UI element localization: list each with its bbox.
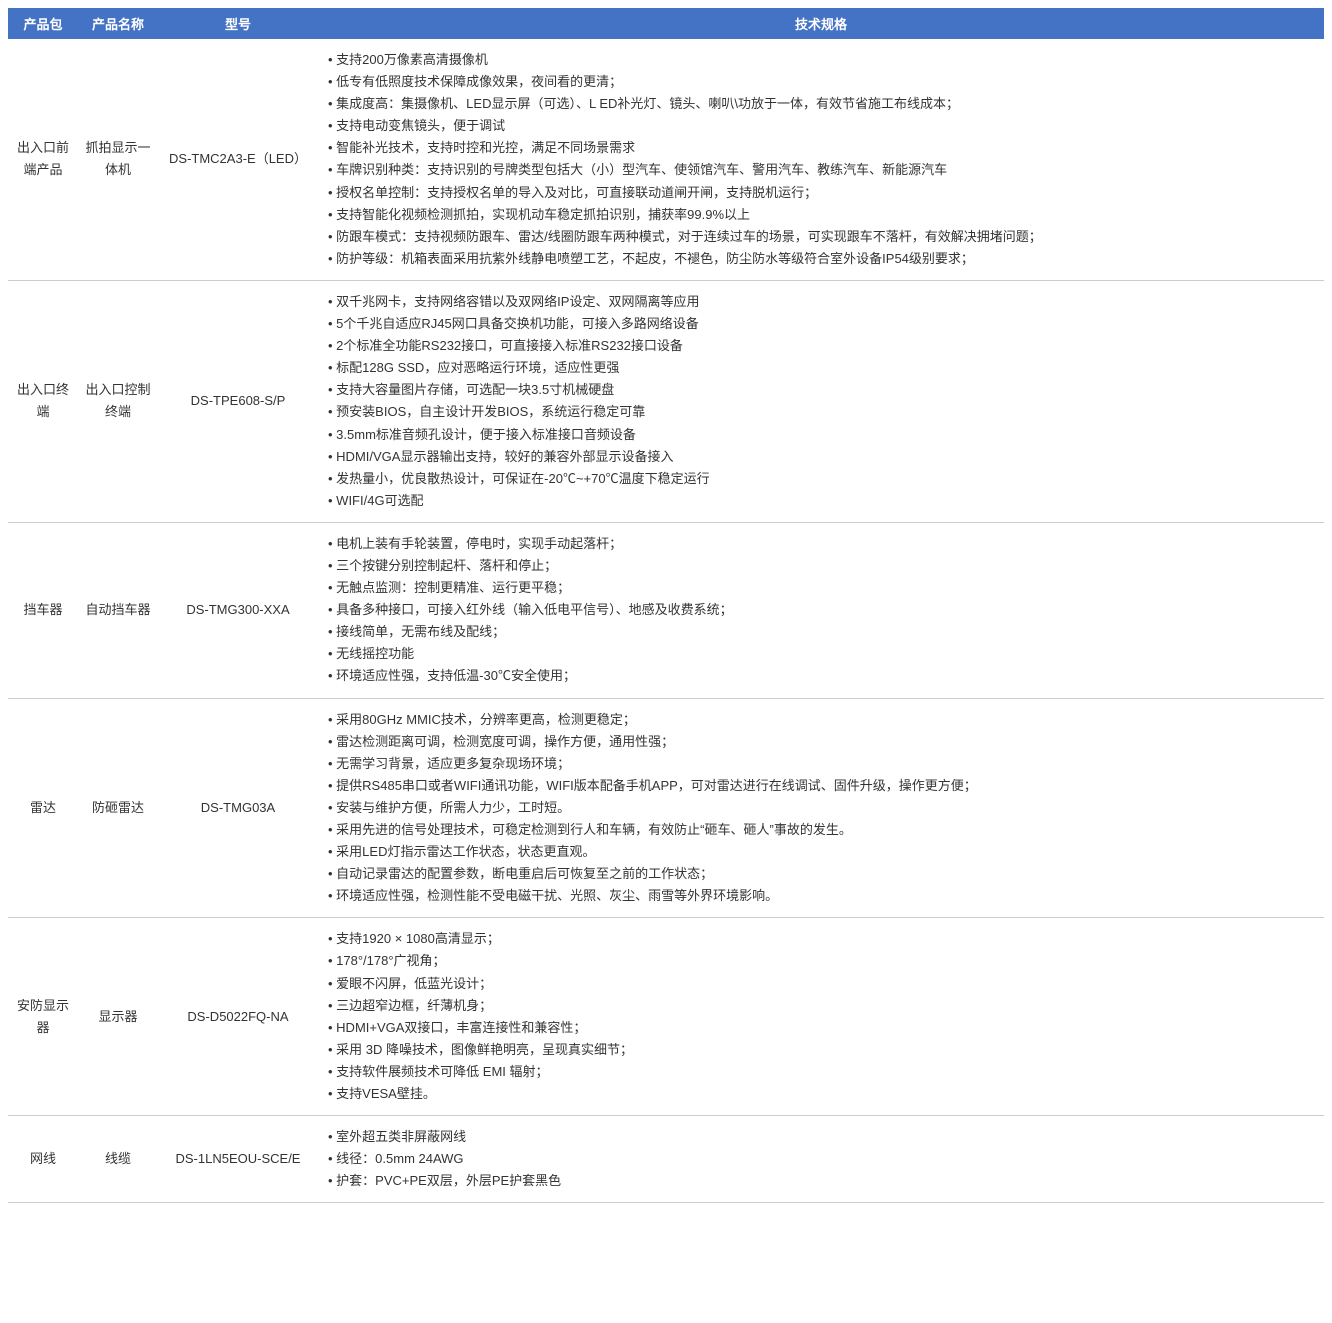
table-row: 挡车器自动挡车器DS-TMG300-XXA电机上装有手轮装置，停电时，实现手动起… — [8, 522, 1324, 698]
spec-list: 电机上装有手轮装置，停电时，实现手动起落杆； 三个按键分别控制起杆、落杆和停止；… — [324, 533, 1318, 688]
spec-list: 室外超五类非屏蔽网线线径：0.5mm 24AWG护套：PVC+PE双层，外层PE… — [324, 1126, 1318, 1192]
spec-item: 车牌识别种类：支持识别的号牌类型包括大（小）型汽车、使领馆汽车、警用汽车、教练汽… — [328, 159, 1318, 181]
spec-list: 支持1920 × 1080高清显示；178°/178°广视角；爱眼不闪屏，低蓝光… — [324, 928, 1318, 1105]
spec-item: 室外超五类非屏蔽网线 — [328, 1126, 1318, 1148]
col-header-pkg: 产品包 — [8, 8, 78, 39]
spec-item: 防跟车模式：支持视频防跟车、雷达/线圈防跟车两种模式，对于连续过车的场景，可实现… — [328, 226, 1318, 248]
spec-item: 智能补光技术，支持时控和光控，满足不同场景需求 — [328, 137, 1318, 159]
spec-item: 采用 3D 降噪技术，图像鲜艳明亮，呈现真实细节； — [328, 1039, 1318, 1061]
cell-pkg: 雷达 — [8, 698, 78, 918]
cell-pkg: 挡车器 — [8, 522, 78, 698]
spec-item: 支持软件展频技术可降低 EMI 辐射； — [328, 1061, 1318, 1083]
table-header-row: 产品包 产品名称 型号 技术规格 — [8, 8, 1324, 39]
spec-item: 发热量小，优良散热设计，可保证在-20℃~+70℃温度下稳定运行 — [328, 468, 1318, 490]
cell-name: 防砸雷达 — [78, 698, 158, 918]
spec-item: 无需学习背景，适应更多复杂现场环境； — [328, 753, 1318, 775]
cell-name: 自动挡车器 — [78, 522, 158, 698]
spec-item: 低专有低照度技术保障成像效果，夜间看的更清； — [328, 71, 1318, 93]
cell-spec: 采用80GHz MMIC技术，分辨率更高，检测更稳定；雷达检测距离可调，检测宽度… — [318, 698, 1324, 918]
spec-item: 178°/178°广视角； — [328, 950, 1318, 972]
cell-spec: 电机上装有手轮装置，停电时，实现手动起落杆； 三个按键分别控制起杆、落杆和停止；… — [318, 522, 1324, 698]
cell-model: DS-TPE608-S/P — [158, 280, 318, 522]
spec-item: 雷达检测距离可调，检测宽度可调，操作方便，通用性强； — [328, 731, 1318, 753]
spec-item: 支持智能化视频检测抓拍，实现机动车稳定抓拍识别，捕获率99.9%以上 — [328, 204, 1318, 226]
spec-item: 支持大容量图片存储，可选配一块3.5寸机械硬盘 — [328, 379, 1318, 401]
spec-item: 集成度高：集摄像机、LED显示屏（可选）、L ED补光灯、镜头、喇叭\功放于一体… — [328, 93, 1318, 115]
spec-item: 采用80GHz MMIC技术，分辨率更高，检测更稳定； — [328, 709, 1318, 731]
product-spec-table: 产品包 产品名称 型号 技术规格 出入口前端产品抓拍显示一体机DS-TMC2A3… — [8, 8, 1324, 1203]
cell-name: 出入口控制终端 — [78, 280, 158, 522]
spec-item: 双千兆网卡，支持网络容错以及双网络IP设定、双网隔离等应用 — [328, 291, 1318, 313]
spec-item: 自动记录雷达的配置参数，断电重启后可恢复至之前的工作状态； — [328, 863, 1318, 885]
cell-pkg: 安防显示器 — [8, 918, 78, 1116]
cell-spec: 双千兆网卡，支持网络容错以及双网络IP设定、双网隔离等应用5个千兆自适应RJ45… — [318, 280, 1324, 522]
spec-item: 爱眼不闪屏，低蓝光设计； — [328, 973, 1318, 995]
spec-item: 安装与维护方便，所需人力少，工时短。 — [328, 797, 1318, 819]
col-header-spec: 技术规格 — [318, 8, 1324, 39]
cell-model: DS-TMC2A3-E（LED） — [158, 39, 318, 280]
spec-item: 预安装BIOS，自主设计开发BIOS，系统运行稳定可靠 — [328, 401, 1318, 423]
spec-item: 3.5mm标准音频孔设计，便于接入标准接口音频设备 — [328, 424, 1318, 446]
spec-item: 防护等级：机箱表面采用抗紫外线静电喷塑工艺，不起皮，不褪色，防尘防水等级符合室外… — [328, 248, 1318, 270]
spec-item: 采用LED灯指示雷达工作状态，状态更直观。 — [328, 841, 1318, 863]
cell-pkg: 出入口终端 — [8, 280, 78, 522]
spec-item: 提供RS485串口或者WIFI通讯功能，WIFI版本配备手机APP，可对雷达进行… — [328, 775, 1318, 797]
col-header-model: 型号 — [158, 8, 318, 39]
spec-item: 5个千兆自适应RJ45网口具备交换机功能，可接入多路网络设备 — [328, 313, 1318, 335]
cell-spec: 支持1920 × 1080高清显示；178°/178°广视角；爱眼不闪屏，低蓝光… — [318, 918, 1324, 1116]
spec-item: 线径：0.5mm 24AWG — [328, 1148, 1318, 1170]
spec-item: 支持1920 × 1080高清显示； — [328, 928, 1318, 950]
spec-item: 标配128G SSD，应对恶略运行环境，适应性更强 — [328, 357, 1318, 379]
cell-model: DS-D5022FQ-NA — [158, 918, 318, 1116]
col-header-name: 产品名称 — [78, 8, 158, 39]
cell-pkg: 网线 — [8, 1116, 78, 1203]
spec-item: 支持电动变焦镜头，便于调试 — [328, 115, 1318, 137]
table-row: 雷达防砸雷达DS-TMG03A采用80GHz MMIC技术，分辨率更高，检测更稳… — [8, 698, 1324, 918]
spec-item: 环境适应性强，检测性能不受电磁干扰、光照、灰尘、雨雪等外界环境影响。 — [328, 885, 1318, 907]
cell-model: DS-1LN5EOU-SCE/E — [158, 1116, 318, 1203]
table-row: 安防显示器显示器DS-D5022FQ-NA支持1920 × 1080高清显示；1… — [8, 918, 1324, 1116]
spec-list: 支持200万像素高清摄像机低专有低照度技术保障成像效果，夜间看的更清；集成度高：… — [324, 49, 1318, 270]
table-row: 出入口前端产品抓拍显示一体机DS-TMC2A3-E（LED）支持200万像素高清… — [8, 39, 1324, 280]
cell-model: DS-TMG300-XXA — [158, 522, 318, 698]
spec-item: 三个按键分别控制起杆、落杆和停止； — [328, 555, 1318, 577]
spec-item: 授权名单控制：支持授权名单的导入及对比，可直接联动道闸开闸，支持脱机运行； — [328, 182, 1318, 204]
spec-item: 环境适应性强，支持低温-30℃安全使用； — [328, 665, 1318, 687]
spec-item: 无触点监测：控制更精准、运行更平稳； — [328, 577, 1318, 599]
cell-pkg: 出入口前端产品 — [8, 39, 78, 280]
spec-item: 接线简单，无需布线及配线； — [328, 621, 1318, 643]
spec-item: 三边超窄边框，纤薄机身； — [328, 995, 1318, 1017]
cell-name: 显示器 — [78, 918, 158, 1116]
spec-item: 无线摇控功能 — [328, 643, 1318, 665]
spec-item: 电机上装有手轮装置，停电时，实现手动起落杆； — [328, 533, 1318, 555]
spec-list: 采用80GHz MMIC技术，分辨率更高，检测更稳定；雷达检测距离可调，检测宽度… — [324, 709, 1318, 908]
cell-name: 线缆 — [78, 1116, 158, 1203]
table-row: 出入口终端出入口控制终端DS-TPE608-S/P双千兆网卡，支持网络容错以及双… — [8, 280, 1324, 522]
spec-item: 采用先进的信号处理技术，可稳定检测到行人和车辆，有效防止“砸车、砸人”事故的发生… — [328, 819, 1318, 841]
spec-item: 2个标准全功能RS232接口，可直接接入标准RS232接口设备 — [328, 335, 1318, 357]
cell-spec: 支持200万像素高清摄像机低专有低照度技术保障成像效果，夜间看的更清；集成度高：… — [318, 39, 1324, 280]
spec-item: WIFI/4G可选配 — [328, 490, 1318, 512]
cell-spec: 室外超五类非屏蔽网线线径：0.5mm 24AWG护套：PVC+PE双层，外层PE… — [318, 1116, 1324, 1203]
spec-item: 护套：PVC+PE双层，外层PE护套黑色 — [328, 1170, 1318, 1192]
table-row: 网线线缆DS-1LN5EOU-SCE/E室外超五类非屏蔽网线线径：0.5mm 2… — [8, 1116, 1324, 1203]
spec-item: 具备多种接口，可接入红外线（输入低电平信号）、地感及收费系统； — [328, 599, 1318, 621]
spec-item: 支持200万像素高清摄像机 — [328, 49, 1318, 71]
spec-item: HDMI/VGA显示器输出支持，较好的兼容外部显示设备接入 — [328, 446, 1318, 468]
cell-model: DS-TMG03A — [158, 698, 318, 918]
cell-name: 抓拍显示一体机 — [78, 39, 158, 280]
spec-item: 支持VESA壁挂。 — [328, 1083, 1318, 1105]
spec-item: HDMI+VGA双接口，丰富连接性和兼容性； — [328, 1017, 1318, 1039]
spec-list: 双千兆网卡，支持网络容错以及双网络IP设定、双网隔离等应用5个千兆自适应RJ45… — [324, 291, 1318, 512]
